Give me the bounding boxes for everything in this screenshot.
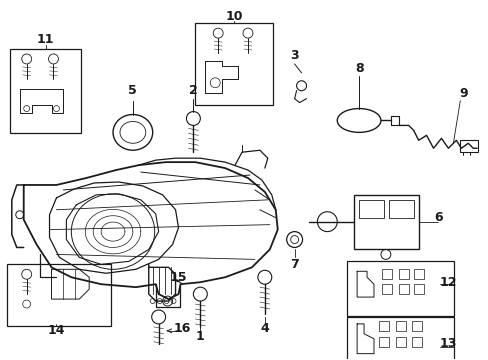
Text: 3: 3 [290,49,298,63]
Bar [459,140,477,152]
Bar [378,321,388,331]
Text: 1: 1 [196,330,204,343]
Bar [411,337,421,347]
Text: 4: 4 [260,322,269,336]
Bar [411,321,421,331]
Text: 13: 13 [439,337,456,350]
Text: 7: 7 [290,258,298,271]
Text: 2: 2 [189,84,197,97]
Bar [413,284,423,294]
Bar [378,337,388,347]
Text: 11: 11 [37,33,54,46]
Bar [353,195,418,249]
Bar [388,200,413,218]
Bar [358,200,383,218]
Text: 16: 16 [173,322,191,336]
Bar [7,264,111,326]
Text: 9: 9 [458,87,467,100]
Bar [346,317,453,360]
Bar [413,269,423,279]
Bar [381,284,391,294]
Bar [10,49,81,133]
Bar [398,269,408,279]
Text: 5: 5 [128,84,137,97]
Text: 10: 10 [225,10,243,23]
Bar [195,23,272,105]
Text: 8: 8 [354,62,363,75]
Bar [395,337,405,347]
Text: 15: 15 [169,271,187,284]
Bar [381,269,391,279]
Text: 14: 14 [48,324,65,337]
Text: 12: 12 [439,276,456,289]
Bar [346,261,453,316]
Bar [395,321,405,331]
Text: 6: 6 [433,211,442,224]
Bar [398,284,408,294]
